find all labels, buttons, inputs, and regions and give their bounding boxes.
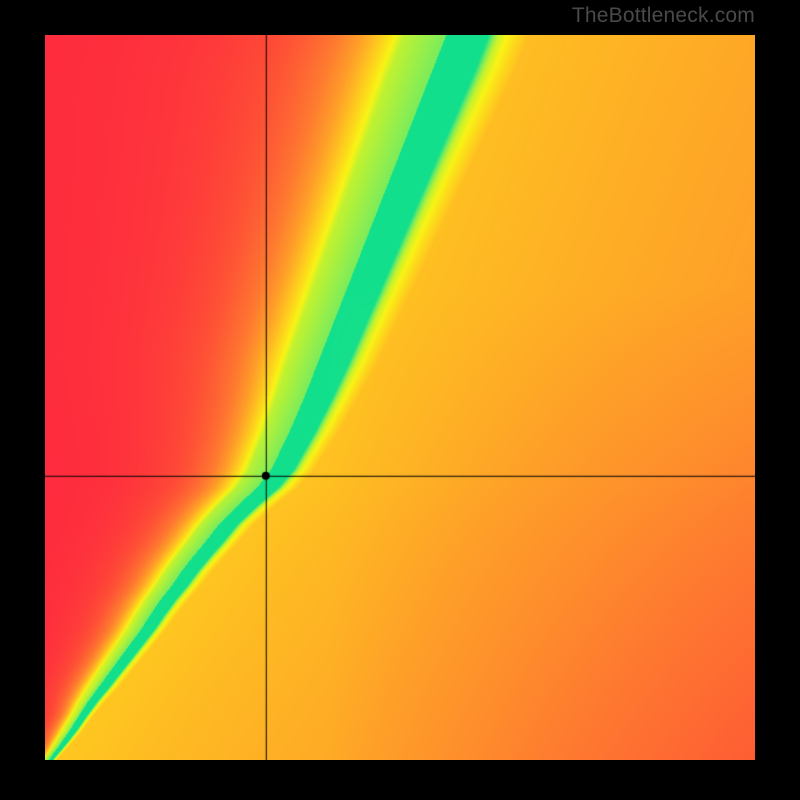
watermark-text: TheBottleneck.com <box>572 4 755 28</box>
heatmap-canvas <box>45 35 755 760</box>
bottleneck-heatmap <box>45 35 755 760</box>
